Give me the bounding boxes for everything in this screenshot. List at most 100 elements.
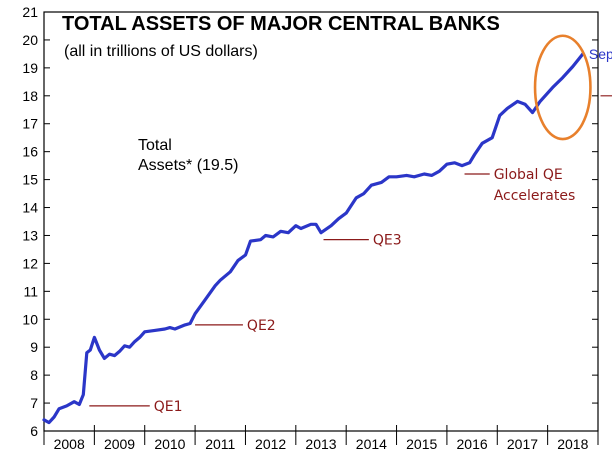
y-tick-label: 10 <box>22 311 38 327</box>
annotation-label-line2: Accelerates <box>494 188 576 204</box>
data-point <box>260 239 262 241</box>
y-tick-label: 12 <box>22 255 38 271</box>
data-point <box>338 218 340 220</box>
data-point <box>174 328 176 330</box>
series-end-label: Sep <box>589 46 612 62</box>
data-point <box>310 223 312 225</box>
data-point <box>572 65 574 68</box>
data-point <box>103 357 105 359</box>
series-line-total-assets <box>42 52 585 425</box>
data-point <box>516 100 519 102</box>
data-point <box>53 416 55 418</box>
data-point <box>265 234 267 237</box>
data-point <box>388 176 390 178</box>
data-point <box>129 346 131 348</box>
data-point <box>204 299 206 301</box>
data-point <box>43 419 45 421</box>
data-point <box>118 350 121 352</box>
data-point <box>144 331 146 333</box>
y-tick-label: 18 <box>22 88 38 104</box>
data-point <box>423 173 425 175</box>
data-point <box>280 230 282 232</box>
data-point <box>48 422 50 424</box>
data-point <box>370 184 372 186</box>
data-point <box>184 324 186 326</box>
data-point <box>461 165 463 167</box>
data-point <box>272 236 274 238</box>
data-point <box>237 260 239 262</box>
data-point <box>413 176 415 178</box>
annotation-label: QE1 <box>154 399 183 415</box>
x-tick-label: 2010 <box>154 436 185 452</box>
data-point <box>219 279 221 281</box>
plot-border <box>43 11 599 432</box>
x-tick-label: 2009 <box>104 436 135 452</box>
data-point <box>474 153 476 156</box>
annotation-label: QE2 <box>247 318 276 334</box>
y-tick-label: 9 <box>30 339 38 355</box>
x-tick-label: 2018 <box>557 436 588 452</box>
data-point <box>562 77 564 79</box>
y-tick-label: 14 <box>22 200 38 216</box>
x-tick-label: 2016 <box>457 436 488 452</box>
x-tick-label: 2008 <box>54 436 85 452</box>
data-point <box>469 162 471 164</box>
data-point <box>98 349 100 351</box>
data-point <box>539 100 541 102</box>
data-point <box>481 142 483 144</box>
highlight-ellipse <box>533 34 592 141</box>
annotation-label: Global QE <box>494 167 563 183</box>
data-point <box>363 193 365 195</box>
data-point <box>214 285 216 287</box>
data-point <box>58 408 60 410</box>
data-point <box>380 181 382 183</box>
chart-title: TOTAL ASSETS OF MAJOR CENTRAL BANKS <box>62 13 500 35</box>
data-point <box>453 162 456 164</box>
data-point <box>531 112 534 114</box>
data-point <box>139 336 141 338</box>
plot-frame <box>43 11 599 432</box>
y-tick-label: 16 <box>22 144 38 160</box>
x-tick-label: 2013 <box>305 436 336 452</box>
data-point <box>320 232 322 234</box>
data-point <box>164 328 166 330</box>
data-point <box>229 271 231 273</box>
y-tick-label: 19 <box>22 60 38 76</box>
data-point <box>287 232 289 234</box>
data-point <box>78 403 80 406</box>
y-tick-label: 6 <box>30 423 38 439</box>
series-label-line2: Assets* (19.5) <box>138 157 238 174</box>
x-tick-label: 2017 <box>507 436 538 452</box>
x-axis: 2008 2009 2010 2011 2012 2013 2014 2015 2016 2017… <box>43 425 599 452</box>
data-point <box>345 212 347 214</box>
data-point <box>355 197 357 199</box>
data-point <box>73 401 75 403</box>
data-point <box>506 107 508 109</box>
y-tick-label: 13 <box>22 227 38 243</box>
data-point <box>330 225 332 227</box>
data-point <box>295 225 297 227</box>
data-point <box>194 313 196 315</box>
data-point <box>315 223 317 225</box>
data-point <box>552 86 554 88</box>
data-point <box>108 353 111 355</box>
data-point <box>491 137 493 139</box>
series-layer: Sep <box>42 46 612 425</box>
y-tick-label: 8 <box>30 367 38 383</box>
data-point <box>169 327 171 329</box>
data-point <box>499 114 501 116</box>
x-tick-label: 2012 <box>255 436 286 452</box>
data-point <box>66 405 68 407</box>
y-tick-label: 15 <box>22 172 38 188</box>
data-point <box>249 240 252 242</box>
data-point <box>89 349 91 351</box>
y-tick-label: 17 <box>22 116 38 132</box>
y-tick-label: 20 <box>22 32 38 48</box>
data-point <box>524 103 526 105</box>
data-point <box>406 174 408 176</box>
data-point <box>431 174 433 176</box>
x-tick-label: 2015 <box>406 436 437 452</box>
x-tick-label: 2011 <box>205 436 235 452</box>
